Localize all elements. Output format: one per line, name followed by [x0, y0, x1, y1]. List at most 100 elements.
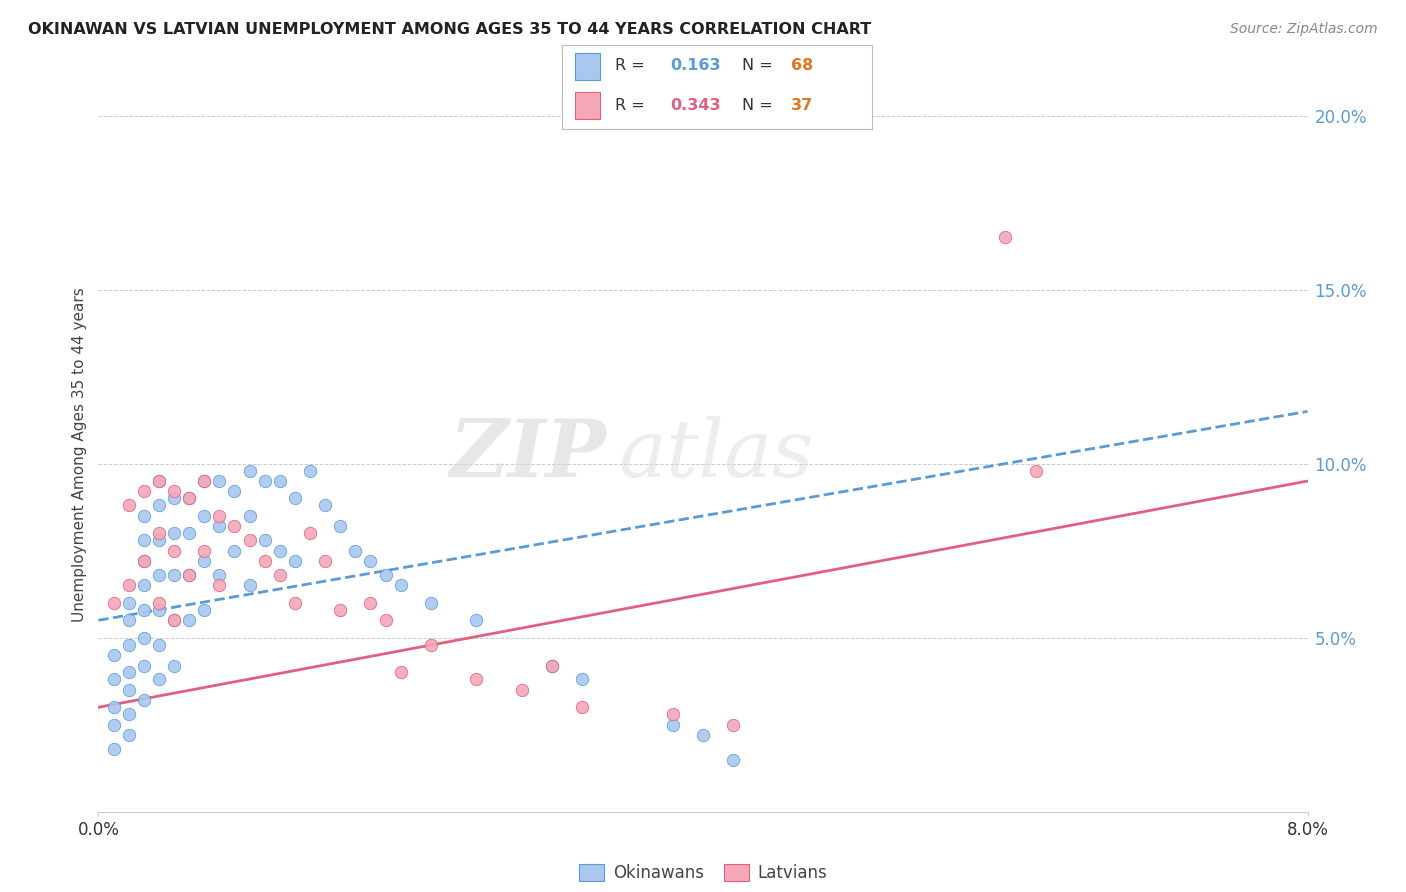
Point — [163, 613, 186, 627]
Point — [148, 474, 170, 488]
Point — [132, 603, 155, 617]
Bar — [575, 54, 599, 80]
Point — [163, 526, 186, 541]
Point — [224, 484, 246, 499]
Legend: Okinawans, Latvians: Okinawans, Latvians — [572, 857, 834, 889]
Point — [148, 474, 170, 488]
Point — [314, 554, 336, 568]
Text: atlas: atlas — [619, 417, 814, 493]
Point — [179, 568, 201, 582]
Text: ZIP: ZIP — [450, 417, 606, 493]
Point — [148, 638, 170, 652]
Text: N =: N = — [742, 58, 778, 73]
Point — [571, 700, 593, 714]
Point — [118, 665, 141, 680]
Text: N =: N = — [742, 98, 778, 113]
Point — [118, 596, 141, 610]
Point — [994, 230, 1017, 244]
Point — [148, 526, 170, 541]
Point — [314, 499, 336, 513]
Point — [132, 693, 155, 707]
Point — [118, 613, 141, 627]
Point — [132, 484, 155, 499]
Point — [208, 508, 231, 523]
Text: OKINAWAN VS LATVIAN UNEMPLOYMENT AMONG AGES 35 TO 44 YEARS CORRELATION CHART: OKINAWAN VS LATVIAN UNEMPLOYMENT AMONG A… — [28, 22, 872, 37]
Point — [148, 568, 170, 582]
Point — [239, 578, 262, 592]
Text: R =: R = — [614, 58, 650, 73]
Point — [208, 474, 231, 488]
Point — [344, 543, 367, 558]
Point — [389, 665, 412, 680]
Point — [118, 728, 141, 742]
Point — [208, 568, 231, 582]
Point — [465, 613, 488, 627]
Point — [253, 474, 276, 488]
Point — [132, 631, 155, 645]
Point — [118, 499, 141, 513]
Point — [329, 603, 352, 617]
Point — [510, 682, 533, 697]
Point — [541, 658, 564, 673]
Point — [103, 717, 125, 731]
Point — [389, 578, 412, 592]
Point — [179, 491, 201, 506]
Text: 0.343: 0.343 — [671, 98, 721, 113]
Point — [193, 474, 215, 488]
Point — [163, 568, 186, 582]
Point — [329, 519, 352, 533]
Point — [103, 700, 125, 714]
Point — [103, 596, 125, 610]
Text: Source: ZipAtlas.com: Source: ZipAtlas.com — [1230, 22, 1378, 37]
Point — [132, 658, 155, 673]
Point — [179, 526, 201, 541]
Text: R =: R = — [614, 98, 650, 113]
Point — [179, 491, 201, 506]
Point — [193, 543, 215, 558]
Point — [269, 543, 291, 558]
Text: 68: 68 — [792, 58, 814, 73]
Point — [662, 707, 685, 722]
Point — [103, 673, 125, 687]
Point — [269, 568, 291, 582]
Point — [692, 728, 714, 742]
Point — [284, 554, 307, 568]
Point — [193, 474, 215, 488]
Point — [148, 499, 170, 513]
Point — [253, 554, 276, 568]
Point — [465, 673, 488, 687]
Point — [224, 519, 246, 533]
Point — [118, 638, 141, 652]
Point — [224, 543, 246, 558]
Point — [193, 554, 215, 568]
Point — [299, 464, 322, 478]
Point — [103, 742, 125, 756]
Point — [360, 596, 382, 610]
Point — [420, 638, 443, 652]
Point — [253, 533, 276, 548]
Point — [163, 658, 186, 673]
Point — [163, 543, 186, 558]
Point — [723, 752, 745, 766]
Point — [132, 554, 155, 568]
Point — [163, 491, 186, 506]
Point — [284, 491, 307, 506]
Point — [103, 648, 125, 662]
Point — [662, 717, 685, 731]
Point — [118, 578, 141, 592]
Point — [420, 596, 443, 610]
Point — [132, 533, 155, 548]
Point — [239, 533, 262, 548]
Point — [118, 707, 141, 722]
Point — [374, 613, 396, 627]
Point — [148, 596, 170, 610]
Point — [284, 596, 307, 610]
Point — [360, 554, 382, 568]
Point — [571, 673, 593, 687]
Bar — [575, 92, 599, 120]
Point — [179, 613, 201, 627]
Point — [132, 578, 155, 592]
Point — [374, 568, 396, 582]
Point — [1025, 464, 1047, 478]
Point — [132, 554, 155, 568]
